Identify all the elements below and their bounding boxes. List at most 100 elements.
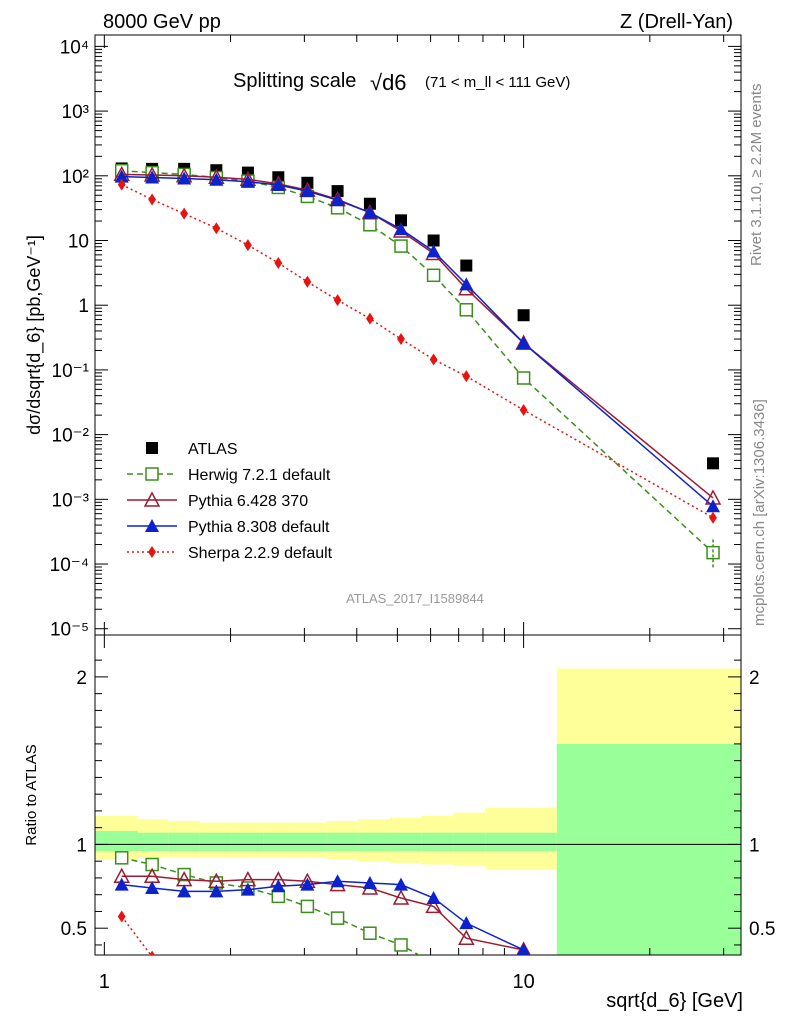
main-ylabel: dσ/dsqrt{d_6} [pb,GeV⁻¹] xyxy=(24,235,45,435)
x-tick-label: 10 xyxy=(512,971,534,993)
header-right-label: Z (Drell-Yan) xyxy=(620,11,733,33)
data-point-sherpa xyxy=(274,256,283,269)
legend-label: Sherpa 2.2.9 default xyxy=(188,545,333,562)
data-point-atlas xyxy=(517,309,530,322)
data-point-pythia6 xyxy=(143,491,161,507)
data-point-pythia8 xyxy=(459,916,474,930)
y-tick-label: 10² xyxy=(62,167,89,188)
plot-title-text: Splitting scale xyxy=(233,70,356,92)
data-point-herwig xyxy=(516,371,531,385)
legend-entry: Sherpa 2.2.9 default xyxy=(127,545,333,562)
data-point-sherpa xyxy=(180,207,189,220)
plot-title: Splitting scale √d6 (71 < m_ll < 111 GeV… xyxy=(233,70,570,95)
data-point-sherpa xyxy=(519,404,528,417)
series-line xyxy=(121,175,714,507)
data-point-atlas xyxy=(707,457,720,470)
data-point-herwig xyxy=(114,851,129,865)
ratio-uncertainty-bands xyxy=(95,668,741,955)
legend-label: Pythia 8.308 default xyxy=(188,519,330,536)
legend-entry: ATLAS xyxy=(146,441,238,458)
data-point-herwig xyxy=(428,957,440,969)
y-tick-label: 10⁻⁵ xyxy=(50,620,89,641)
inner-uncertainty-band xyxy=(168,832,200,852)
source-label: mcplots.cern.ch [arXiv:1306.3436] xyxy=(751,399,768,626)
rivet-label: Rivet 3.1.10, ≥ 2.2M events xyxy=(748,84,765,267)
data-point-sherpa xyxy=(709,511,717,524)
data-point-pythia8 xyxy=(114,877,129,891)
data-point-pythia8 xyxy=(393,877,408,891)
data-point-pythia8 xyxy=(300,877,315,891)
series-line xyxy=(121,916,152,955)
ratio-tick-label-right: 2 xyxy=(749,668,760,689)
plot-title-range: (71 < m_ll < 111 GeV) xyxy=(425,74,570,91)
ratio-xlabel: sqrt{d_6} [GeV] xyxy=(606,990,743,1012)
data-point-pythia8 xyxy=(240,174,255,188)
y-tick-label: 10³ xyxy=(62,102,89,123)
data-point-pythia8 xyxy=(145,519,159,532)
ratio-tick-label: 2 xyxy=(76,668,87,689)
legend-entry: Pythia 8.308 default xyxy=(127,519,330,536)
data-point-herwig xyxy=(300,899,315,914)
y-tick-label: 10⁻⁴ xyxy=(50,555,89,576)
data-point-pythia8 xyxy=(516,336,531,350)
data-point-sherpa xyxy=(148,546,156,558)
data-point-sherpa xyxy=(244,239,252,252)
data-point-sherpa xyxy=(117,178,126,191)
data-point-pythia8 xyxy=(177,884,192,898)
ratio-tick-label: 0.5 xyxy=(61,919,87,940)
series-line xyxy=(121,875,524,951)
data-point-pythia8 xyxy=(706,499,721,513)
data-point-pythia8 xyxy=(330,193,345,207)
inner-uncertainty-band xyxy=(295,832,327,852)
data-point-atlas xyxy=(363,197,376,210)
y-tick-label: 10⁻¹ xyxy=(52,361,90,382)
data-point-sherpa xyxy=(117,910,126,923)
inner-uncertainty-band xyxy=(485,832,557,852)
data-point-herwig xyxy=(426,268,441,283)
y-tick-label: 10 xyxy=(68,232,89,253)
data-point-pythia8 xyxy=(362,205,377,219)
y-tick-label: 1 xyxy=(78,296,89,317)
legend-label: ATLAS xyxy=(188,441,238,458)
inner-uncertainty-band xyxy=(263,832,296,852)
legend-entry: Pythia 6.428 370 xyxy=(127,491,308,510)
data-point-herwig xyxy=(394,239,408,253)
plot-title-math: √d6 xyxy=(370,70,407,95)
data-point-pythia6 xyxy=(458,929,475,945)
data-point-atlas xyxy=(427,234,440,247)
data-point-sherpa xyxy=(429,353,438,366)
data-point-herwig xyxy=(330,911,345,925)
main-series-group xyxy=(113,162,722,570)
data-point-pythia8 xyxy=(209,884,224,898)
inner-uncertainty-band xyxy=(453,832,486,852)
inner-uncertainty-band xyxy=(95,831,138,852)
inner-uncertainty-band xyxy=(231,832,264,852)
data-point-herwig xyxy=(394,938,408,952)
data-point-pythia8 xyxy=(362,875,377,889)
ratio-tick-label-right: 1 xyxy=(749,835,760,856)
header-left-label: 8000 GeV pp xyxy=(103,11,221,33)
data-point-herwig xyxy=(363,926,377,940)
y-tick-label: 10⁻² xyxy=(52,426,90,447)
data-point-sherpa xyxy=(149,950,155,955)
analysis-label: ATLAS_2017_I1589844 xyxy=(346,591,484,606)
legend-label: Pythia 6.428 370 xyxy=(188,493,308,510)
inner-uncertainty-band xyxy=(389,832,422,852)
data-point-pythia6 xyxy=(425,897,442,914)
data-point-atlas xyxy=(146,442,158,454)
data-point-pythia8 xyxy=(426,244,441,258)
y-tick-label: 10⁴ xyxy=(60,37,89,58)
data-point-sherpa xyxy=(303,275,312,288)
inner-uncertainty-band xyxy=(358,832,390,852)
data-point-pythia8 xyxy=(271,879,286,893)
data-point-pythia8 xyxy=(145,170,160,184)
ratio-ylabel: Ratio to ATLAS xyxy=(23,744,40,845)
inner-uncertainty-band xyxy=(421,832,454,852)
series-line xyxy=(121,169,714,554)
legend-label: Herwig 7.2.1 default xyxy=(188,467,331,484)
data-point-pythia8 xyxy=(209,172,224,186)
data-point-atlas xyxy=(394,214,407,227)
data-point-pythia8 xyxy=(517,942,531,955)
main-axes: 10⁻⁵ 10⁻⁴ 10⁻³ 10⁻² 10⁻¹ 1 10 10² 10³ 10⁴ xyxy=(50,34,742,641)
